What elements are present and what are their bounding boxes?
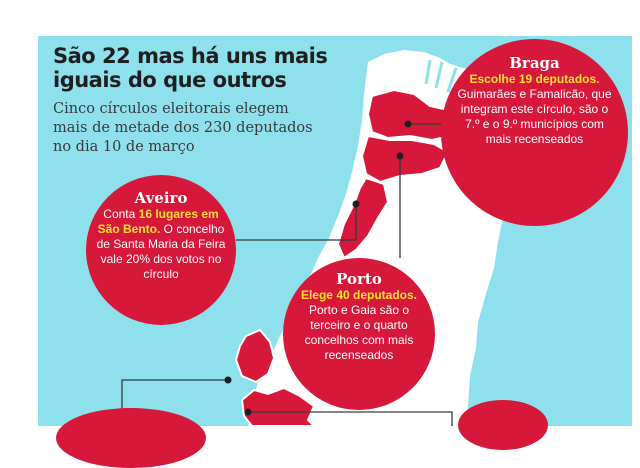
callout-braga-highlight: Escolhe 19 deputados. — [469, 72, 600, 86]
district-lisboa — [234, 328, 276, 384]
border-stripe — [424, 59, 458, 93]
dot-braga — [404, 120, 412, 128]
callout-braga-body: Escolhe 19 deputados. Guimarães e Famali… — [455, 72, 614, 147]
callout-porto-name: Porto — [336, 270, 382, 288]
leader-lines — [121, 123, 453, 426]
location-dots — [224, 120, 412, 416]
callout-porto-body: Elege 40 deputados. Porto e Gaia são o t… — [293, 288, 425, 363]
callout-aveiro-lead: Conta — [103, 207, 139, 221]
callout-lisboa-partial — [56, 408, 206, 468]
callout-braga-text: Guimarães e Famalicão, que integram este… — [457, 87, 612, 146]
callout-aveiro: Aveiro Conta 16 lugares em São Bento. O … — [86, 175, 236, 325]
leader-line-setubal — [248, 411, 453, 426]
callout-setubal-partial — [458, 400, 548, 450]
callout-braga-name: Braga — [509, 54, 560, 72]
leader-line-lisboa — [121, 379, 228, 420]
callout-aveiro-highlight: 16 lugares em São Bento. — [97, 207, 219, 236]
page-title: São 22 mas há uns mais iguais do que out… — [53, 44, 328, 92]
district-porto — [360, 134, 450, 184]
callout-aveiro-body: Conta 16 lugares em São Bento. O concelh… — [94, 207, 228, 282]
district-setubal — [240, 386, 316, 426]
leader-line-aveiro — [236, 204, 357, 241]
callout-aveiro-text: O concelho de Santa Maria da Feira vale … — [96, 222, 226, 281]
dot-setubal — [244, 408, 252, 416]
dot-lisboa — [224, 376, 232, 384]
callout-porto-highlight: Elege 40 deputados. — [300, 288, 418, 302]
callout-porto-text: Porto e Gaia são o terceiro e o quarto c… — [304, 303, 414, 362]
dot-aveiro — [352, 200, 360, 208]
callout-braga: Braga Escolhe 19 deputados. Guimarães e … — [441, 39, 628, 226]
callout-porto: Porto Elege 40 deputados. Porto e Gaia s… — [283, 258, 435, 410]
callout-aveiro-name: Aveiro — [134, 189, 188, 207]
page-subtitle: Cinco círculos eleitorais elegem mais de… — [53, 101, 313, 155]
dot-porto — [396, 152, 404, 160]
